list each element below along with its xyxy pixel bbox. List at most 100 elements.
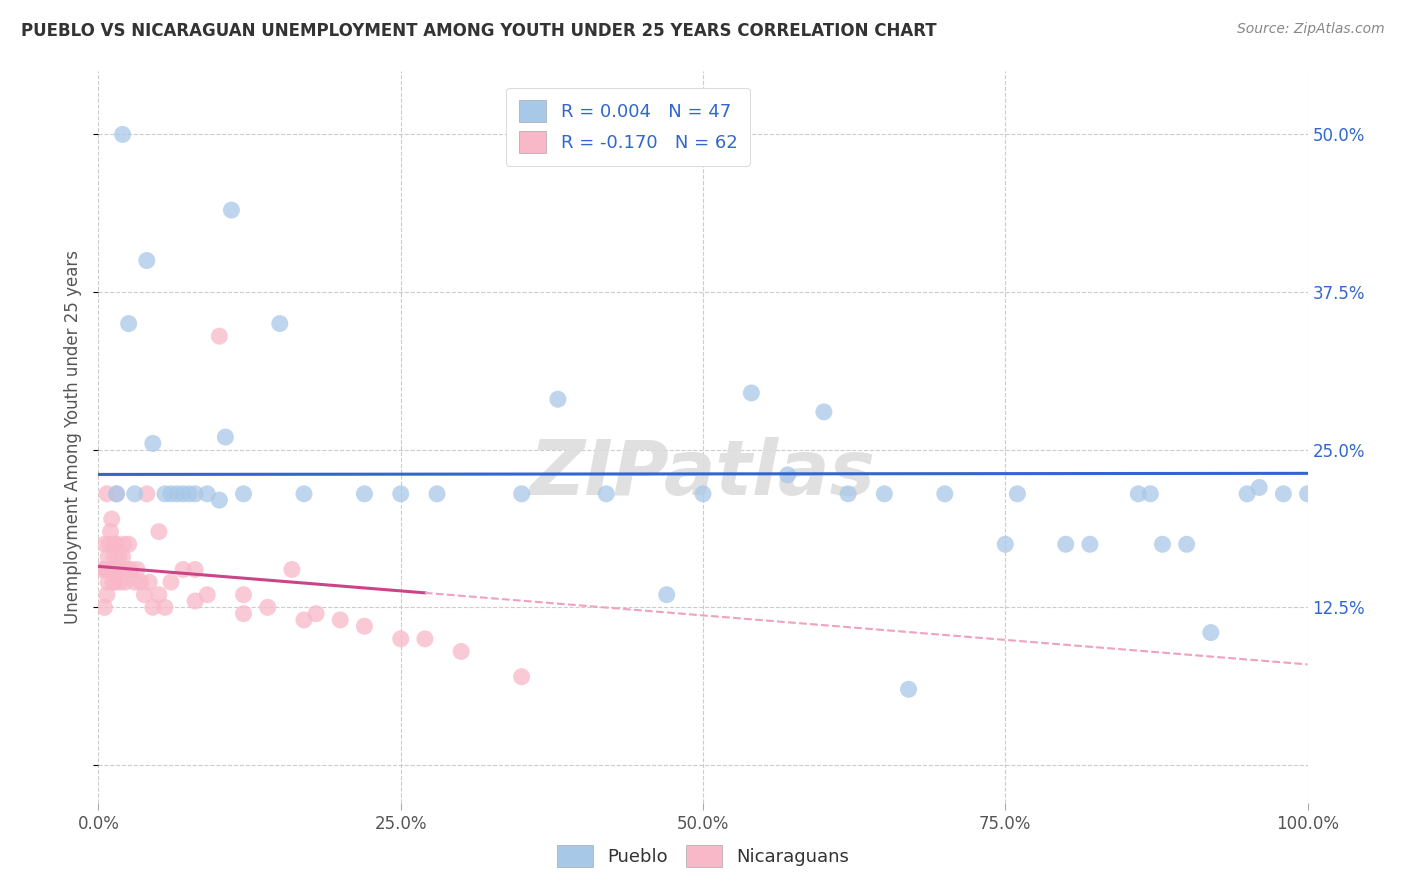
Point — [873, 487, 896, 501]
Point — [232, 487, 254, 501]
Point — [1128, 487, 1150, 501]
Point — [1199, 625, 1222, 640]
Point — [692, 487, 714, 501]
Point — [142, 436, 165, 450]
Point — [292, 487, 315, 501]
Point — [413, 632, 436, 646]
Point — [897, 682, 920, 697]
Text: ZIPatlas: ZIPatlas — [530, 437, 876, 510]
Point — [214, 430, 236, 444]
Point — [96, 588, 118, 602]
Point — [353, 487, 375, 501]
Point — [776, 467, 799, 482]
Point — [91, 562, 114, 576]
Point — [96, 562, 118, 576]
Point — [1296, 487, 1319, 501]
Point — [1054, 537, 1077, 551]
Point — [221, 203, 243, 218]
Point — [547, 392, 569, 407]
Point — [1078, 537, 1101, 551]
Point — [129, 575, 152, 590]
Point — [510, 487, 533, 501]
Point — [111, 549, 134, 564]
Point — [353, 619, 375, 633]
Point — [837, 487, 859, 501]
Point — [160, 575, 183, 590]
Point — [208, 493, 231, 508]
Point — [142, 600, 165, 615]
Point — [256, 600, 278, 615]
Point — [153, 600, 176, 615]
Point — [172, 487, 194, 501]
Point — [101, 575, 124, 590]
Point — [184, 562, 207, 576]
Point — [510, 670, 533, 684]
Point — [994, 537, 1017, 551]
Point — [96, 487, 118, 501]
Point — [134, 588, 156, 602]
Point — [118, 317, 141, 331]
Point — [100, 562, 122, 576]
Point — [160, 487, 183, 501]
Point — [112, 537, 135, 551]
Point — [103, 549, 125, 564]
Point — [740, 386, 762, 401]
Point — [124, 575, 146, 590]
Point — [124, 487, 146, 501]
Legend: R = 0.004   N = 47, R = -0.170   N = 62: R = 0.004 N = 47, R = -0.170 N = 62 — [506, 87, 749, 166]
Point — [389, 632, 412, 646]
Point — [195, 588, 218, 602]
Point — [1249, 481, 1271, 495]
Point — [120, 562, 142, 576]
Point — [107, 562, 129, 576]
Point — [104, 575, 127, 590]
Point — [148, 588, 170, 602]
Point — [1272, 487, 1295, 501]
Point — [426, 487, 449, 501]
Point — [100, 562, 122, 576]
Point — [108, 549, 131, 564]
Point — [195, 487, 218, 501]
Point — [232, 588, 254, 602]
Point — [114, 575, 136, 590]
Point — [281, 562, 304, 576]
Point — [329, 613, 352, 627]
Text: PUEBLO VS NICARAGUAN UNEMPLOYMENT AMONG YOUTH UNDER 25 YEARS CORRELATION CHART: PUEBLO VS NICARAGUAN UNEMPLOYMENT AMONG … — [21, 22, 936, 40]
Point — [105, 487, 128, 501]
Point — [105, 562, 128, 576]
Point — [103, 562, 125, 576]
Point — [110, 562, 132, 576]
Point — [389, 487, 412, 501]
Point — [184, 594, 207, 608]
Point — [135, 253, 157, 268]
Point — [450, 644, 472, 658]
Point — [595, 487, 617, 501]
Point — [179, 487, 201, 501]
Point — [934, 487, 956, 501]
Point — [100, 512, 122, 526]
Point — [1175, 537, 1198, 551]
Point — [172, 562, 194, 576]
Point — [269, 317, 291, 331]
Point — [111, 128, 134, 142]
Point — [166, 487, 188, 501]
Point — [153, 487, 176, 501]
Point — [105, 537, 128, 551]
Point — [97, 549, 120, 564]
Point — [135, 487, 157, 501]
Point — [655, 588, 678, 602]
Point — [148, 524, 170, 539]
Point — [1007, 487, 1029, 501]
Point — [118, 537, 141, 551]
Point — [93, 600, 115, 615]
Point — [100, 524, 122, 539]
Point — [232, 607, 254, 621]
Legend: Pueblo, Nicaraguans: Pueblo, Nicaraguans — [550, 838, 856, 874]
Point — [184, 487, 207, 501]
Point — [813, 405, 835, 419]
Point — [305, 607, 328, 621]
Point — [98, 562, 121, 576]
Text: Source: ZipAtlas.com: Source: ZipAtlas.com — [1237, 22, 1385, 37]
Point — [292, 613, 315, 627]
Point — [1152, 537, 1174, 551]
